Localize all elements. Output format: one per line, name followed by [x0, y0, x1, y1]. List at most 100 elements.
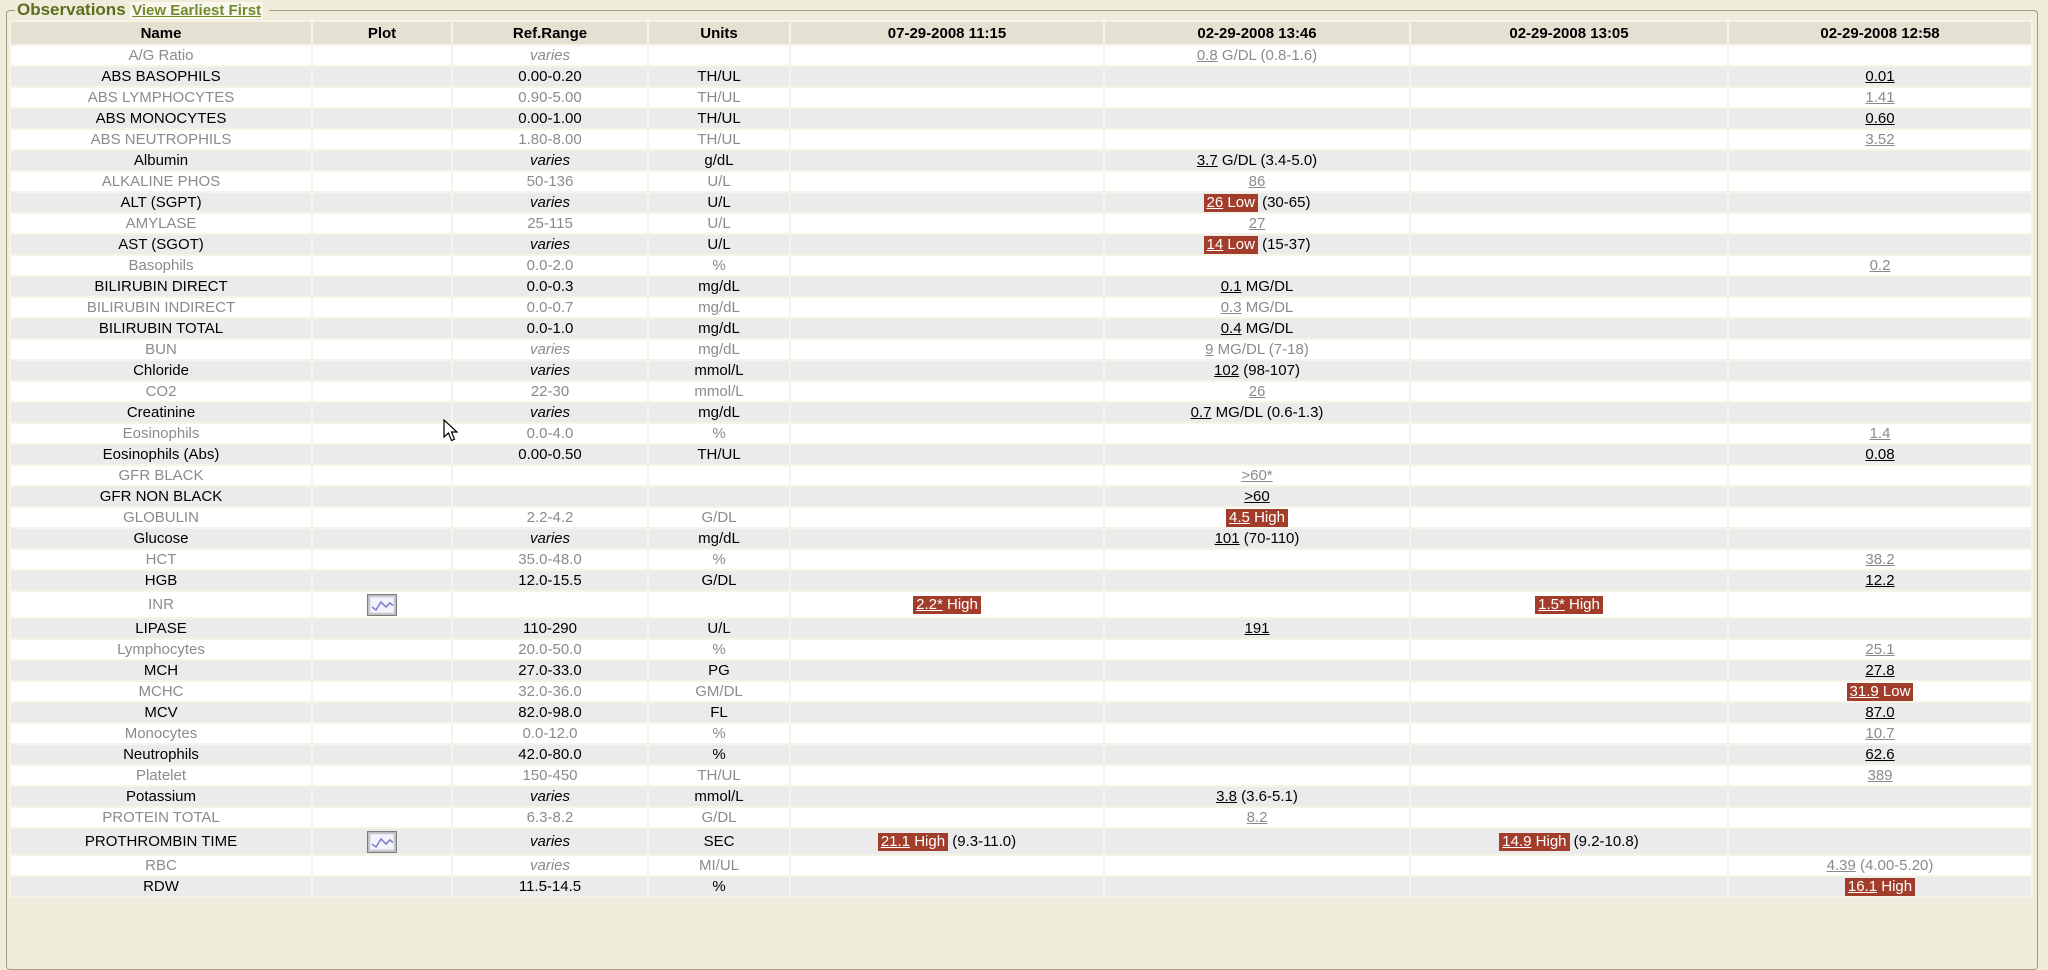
result-link[interactable]: 191 [1244, 620, 1270, 637]
plot-cell [313, 766, 451, 785]
view-earliest-first-link[interactable]: View Earliest First [130, 2, 264, 19]
table-row: Lymphocytes 20.0-50.0 % 25.1 [11, 640, 2031, 659]
value-cell-2: >60* [1105, 466, 1409, 485]
value-cell-1 [791, 46, 1103, 65]
result-link[interactable]: 8.2 [1246, 809, 1268, 826]
plot-cell [313, 619, 451, 638]
result-link[interactable]: 2.2* [916, 596, 943, 613]
observation-name: Eosinophils [11, 424, 311, 443]
result-link[interactable]: 0.7 [1190, 404, 1212, 421]
value-cell-3 [1411, 46, 1727, 65]
plot-cell [313, 703, 451, 722]
ref-range: varies [453, 151, 647, 170]
table-row: INR 2.2* High 1.5* High [11, 592, 2031, 617]
plot-cell [313, 466, 451, 485]
result-link[interactable]: 86 [1248, 173, 1266, 190]
result-link[interactable]: 14.9 [1502, 833, 1532, 850]
plot-chart-icon[interactable] [367, 830, 397, 853]
value-cell-2 [1105, 682, 1409, 701]
result-link[interactable]: 1.4 [1869, 425, 1891, 442]
units: TH/UL [649, 445, 789, 464]
value-cell-3 [1411, 682, 1727, 701]
observation-name: ABS LYMPHOCYTES [11, 88, 311, 107]
value-cell-2 [1105, 109, 1409, 128]
result-link[interactable]: 31.9 [1849, 683, 1879, 700]
ref-range: varies [453, 529, 647, 548]
value-cell-1 [791, 88, 1103, 107]
observation-name: Neutrophils [11, 745, 311, 764]
result-link[interactable]: 12.2 [1865, 572, 1895, 589]
observation-name: BILIRUBIN INDIRECT [11, 298, 311, 317]
ref-range: 0.00-0.20 [453, 67, 647, 86]
result-link[interactable]: 27 [1248, 215, 1266, 232]
ref-range: 0.0-0.7 [453, 298, 647, 317]
value-cell-4 [1729, 592, 2031, 617]
value-cell-3 [1411, 424, 1727, 443]
result-link[interactable]: 389 [1867, 767, 1893, 784]
result-link[interactable]: 4.5 [1229, 509, 1250, 526]
table-row: CO2 22-30 mmol/L 26 [11, 382, 2031, 401]
plot-chart-icon[interactable] [367, 593, 397, 616]
value-cell-2: 14 Low (15-37) [1105, 235, 1409, 254]
plot-cell [313, 682, 451, 701]
result-link[interactable]: 0.1 [1220, 278, 1242, 295]
result-link[interactable]: 0.01 [1865, 68, 1895, 85]
observations-table-body: A/G Ratio varies 0.8 G/DL (0.8-1.6) ABS … [11, 46, 2031, 896]
result-link[interactable]: 0.08 [1865, 446, 1895, 463]
result-link[interactable]: 9 [1205, 341, 1214, 358]
result-link[interactable]: 25.1 [1865, 641, 1895, 658]
result-link[interactable]: 10.7 [1865, 725, 1895, 742]
result-link[interactable]: 26 [1206, 194, 1224, 211]
result-link[interactable]: 3.8 [1216, 788, 1237, 805]
units: mmol/L [649, 787, 789, 806]
result-link[interactable]: 38.2 [1865, 551, 1895, 568]
result-link[interactable]: 0.8 [1196, 47, 1218, 64]
units: % [649, 256, 789, 275]
result-link[interactable]: >60* [1241, 467, 1273, 484]
result-link[interactable]: 21.1 [880, 833, 911, 850]
result-link[interactable]: 87.0 [1865, 704, 1895, 721]
units: mg/dL [649, 298, 789, 317]
ref-range: varies [453, 856, 647, 875]
result-link[interactable]: 27.8 [1865, 662, 1895, 679]
result-link[interactable]: 3.7 [1196, 152, 1218, 169]
value-cell-4 [1729, 508, 2031, 527]
value-cell-1 [791, 235, 1103, 254]
result-link[interactable]: 3.52 [1865, 131, 1895, 148]
units: TH/UL [649, 109, 789, 128]
plot-cell [313, 808, 451, 827]
value-cell-4 [1729, 214, 2031, 233]
result-link[interactable]: 16.1 [1847, 878, 1878, 895]
value-cell-3 [1411, 766, 1727, 785]
result-link[interactable]: 1.5* [1538, 596, 1565, 613]
units: MI/UL [649, 856, 789, 875]
value-cell-3 [1411, 619, 1727, 638]
ref-range: varies [453, 193, 647, 212]
result-link[interactable]: 0.3 [1220, 299, 1242, 316]
units: % [649, 550, 789, 569]
ref-range: varies [453, 361, 647, 380]
result-link[interactable]: 14 [1206, 236, 1224, 253]
result-link[interactable]: 0.60 [1865, 110, 1895, 127]
result-link[interactable]: 102 [1214, 362, 1240, 379]
value-cell-3 [1411, 403, 1727, 422]
result-link[interactable]: 4.39 [1826, 857, 1856, 874]
value-cell-2: >60 [1105, 487, 1409, 506]
result-link[interactable]: >60 [1244, 488, 1270, 505]
result-link[interactable]: 0.2 [1869, 257, 1891, 274]
result-link[interactable]: 26 [1248, 383, 1266, 400]
value-cell-3 [1411, 640, 1727, 659]
units [649, 46, 789, 65]
value-cell-3 [1411, 724, 1727, 743]
result-link[interactable]: 1.41 [1865, 89, 1895, 106]
column-header-5: 07-29-2008 11:15 [791, 22, 1103, 44]
units: mg/dL [649, 529, 789, 548]
units: % [649, 745, 789, 764]
units: U/L [649, 214, 789, 233]
result-link[interactable]: 101 [1214, 530, 1240, 547]
result-link[interactable]: 62.6 [1865, 746, 1895, 763]
result-link[interactable]: 0.4 [1220, 320, 1242, 337]
value-cell-2 [1105, 661, 1409, 680]
value-cell-4 [1729, 319, 2031, 338]
units: g/dL [649, 151, 789, 170]
